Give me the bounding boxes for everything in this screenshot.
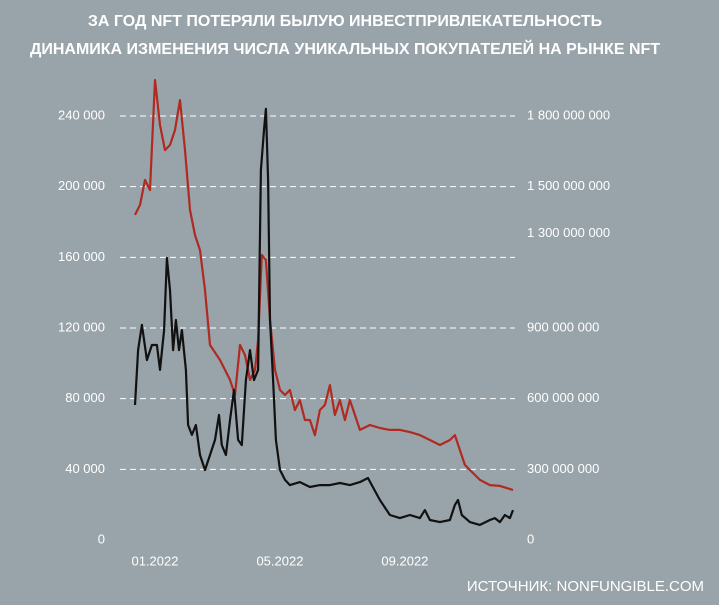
x-tick-label: 01.2022 — [131, 553, 178, 568]
source-note: ИСТОЧНИК: NONFUNGIBLE.COM — [467, 578, 704, 595]
chart-subtitle: ДИНАМИКА ИЗМЕНЕНИЯ ЧИСЛА УНИКАЛЬНЫХ ПОКУ… — [30, 39, 660, 58]
y-tick-label: 200 000 — [58, 178, 105, 193]
y-tick-label: 80 000 — [65, 390, 105, 405]
y-tick-label: 240 000 — [58, 107, 105, 122]
series-line — [134, 78, 514, 492]
y-tick-label: 120 000 — [58, 319, 105, 334]
y2-tick-label: 1 800 000 000 — [527, 107, 610, 122]
y2-tick-label: 0 — [527, 531, 534, 546]
chart-title: ЗА ГОД NFT ПОТЕРЯЛИ БЫЛУЮ ИНВЕСТПРИВЛЕКА… — [88, 13, 602, 30]
x-tick-label: 05.2022 — [256, 553, 303, 568]
series-line — [133, 107, 515, 526]
y-tick-label: 160 000 — [58, 249, 105, 264]
y2-tick-label: 1 300 000 000 — [527, 225, 610, 240]
y-tick-label: 40 000 — [65, 461, 105, 476]
y2-tick-label: 300 000 000 — [527, 461, 599, 476]
y2-tick-label: 1 500 000 000 — [527, 178, 610, 193]
y2-tick-label: 600 000 000 — [527, 390, 599, 405]
y-tick-label: 0 — [98, 531, 105, 546]
y2-tick-label: 900 000 000 — [527, 319, 599, 334]
x-tick-label: 09.2022 — [381, 553, 428, 568]
